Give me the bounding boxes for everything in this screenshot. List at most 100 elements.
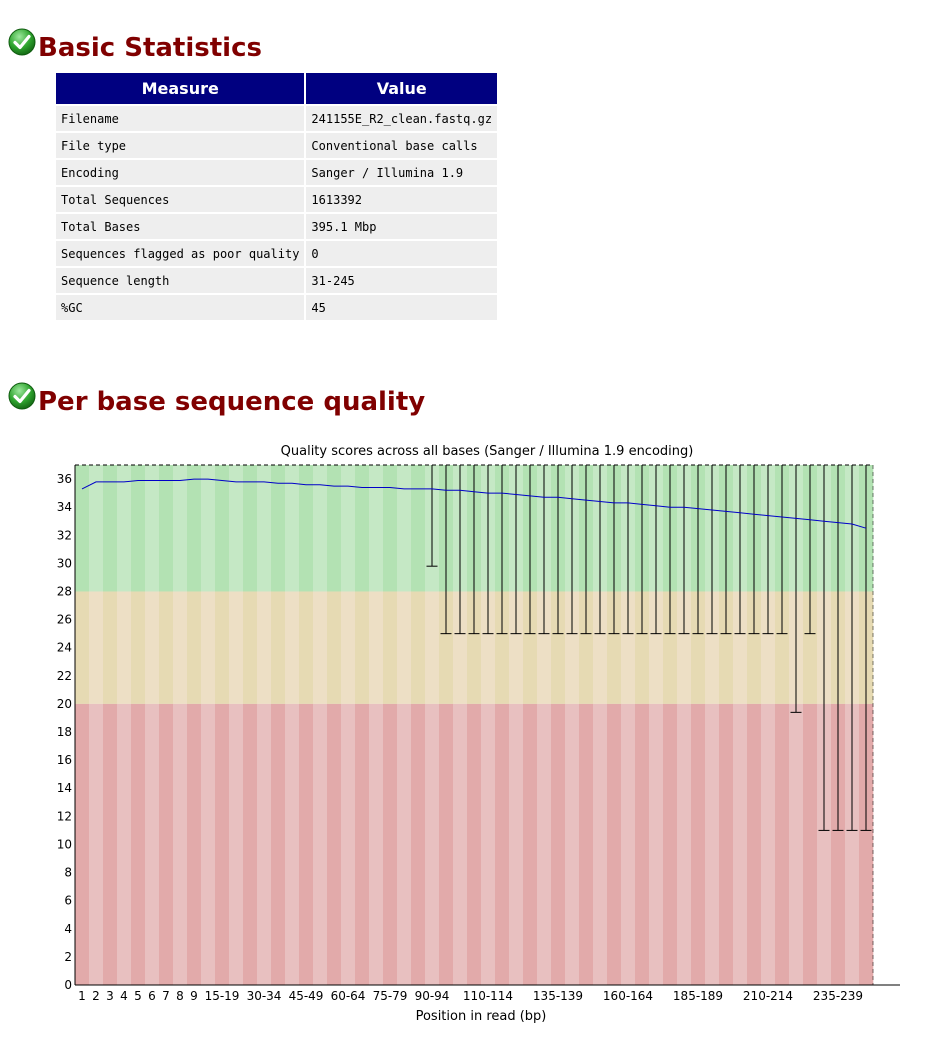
x-tick-label: 7 [162, 989, 170, 1003]
zone-warn-stripe [159, 591, 174, 704]
zone-warn-stripe [229, 591, 244, 704]
zone-warn-stripe [705, 591, 720, 704]
x-tick-label: 3 [106, 989, 114, 1003]
value-cell: 395.1 Mbp [306, 214, 498, 239]
value-cell: Conventional base calls [306, 133, 498, 158]
zone-poor-stripe [761, 703, 776, 985]
zone-warn-stripe [187, 591, 202, 704]
zone-poor-stripe [397, 703, 412, 985]
x-axis-label: Position in read (bp) [416, 1009, 547, 1024]
zone-poor-stripe [691, 703, 706, 985]
zone-poor-stripe [705, 703, 720, 985]
zone-warn-stripe [607, 591, 622, 704]
zone-poor-stripe [747, 703, 762, 985]
zone-warn-stripe [565, 591, 580, 704]
basic-statistics-table: Measure Value Filename 241155E_R2_clean.f… [54, 71, 499, 322]
table-row: File type Conventional base calls [56, 133, 498, 158]
x-tick-label: 45-49 [289, 989, 324, 1003]
zone-good-stripe [229, 465, 244, 592]
y-tick-label: 22 [57, 669, 72, 683]
zone-good-stripe [355, 465, 370, 592]
x-tick-label: 9 [190, 989, 198, 1003]
value-cell: 31-245 [306, 268, 498, 293]
y-tick-label: 18 [57, 725, 72, 739]
zone-warn-stripe [551, 591, 566, 704]
zone-warn-stripe [145, 591, 160, 704]
zone-warn-stripe [719, 591, 734, 704]
zone-good-stripe [411, 465, 426, 592]
zone-poor-stripe [131, 703, 146, 985]
zone-poor-stripe [89, 703, 104, 985]
measure-cell: Encoding [56, 160, 305, 185]
zone-warn-stripe [537, 591, 552, 704]
zone-poor-stripe [635, 703, 650, 985]
zone-warn-stripe [677, 591, 692, 704]
x-tick-label: 185-189 [673, 989, 723, 1003]
zone-poor-stripe [677, 703, 692, 985]
zone-good-stripe [397, 465, 412, 592]
zone-warn-stripe [691, 591, 706, 704]
zone-poor-stripe [649, 703, 664, 985]
zone-warn-stripe [593, 591, 608, 704]
x-tick-label: 15-19 [205, 989, 240, 1003]
y-tick-label: 32 [57, 528, 72, 542]
zone-good-stripe [313, 465, 328, 592]
y-tick-label: 34 [57, 500, 72, 514]
value-cell: 241155E_R2_clean.fastq.gz [306, 106, 498, 131]
y-tick-label: 10 [57, 837, 72, 851]
y-tick-label: 36 [57, 472, 72, 486]
x-tick-label: 235-239 [813, 989, 863, 1003]
zone-good-stripe [369, 465, 384, 592]
value-cell: 1613392 [306, 187, 498, 212]
x-tick-label: 60-64 [331, 989, 366, 1003]
zone-warn-stripe [243, 591, 258, 704]
zone-poor-stripe [201, 703, 216, 985]
zone-poor-stripe [145, 703, 160, 985]
zone-poor-stripe [159, 703, 174, 985]
zone-warn-stripe [761, 591, 776, 704]
measure-cell: File type [56, 133, 305, 158]
zone-warn-stripe [523, 591, 538, 704]
measure-cell: %GC [56, 295, 305, 320]
zone-warn-stripe [131, 591, 146, 704]
chart-title: Quality scores across all bases (Sanger … [281, 444, 694, 459]
per-base-quality-heading: Per base sequence quality [8, 382, 426, 417]
zone-poor-stripe [327, 703, 342, 985]
zone-poor-stripe [817, 703, 832, 985]
x-tick-label: 135-139 [533, 989, 583, 1003]
x-tick-label: 4 [120, 989, 128, 1003]
per-base-quality-title: Per base sequence quality [38, 387, 426, 417]
quality-chart: Quality scores across all bases (Sanger … [57, 444, 900, 1024]
y-tick-label: 20 [57, 697, 72, 711]
zone-poor-stripe [215, 703, 230, 985]
y-tick-label: 2 [64, 950, 72, 964]
zone-poor-stripe [103, 703, 118, 985]
zone-good-stripe [145, 465, 160, 592]
zone-good-stripe [75, 465, 90, 592]
zone-good-stripe [327, 465, 342, 592]
value-cell: 45 [306, 295, 498, 320]
zone-poor-stripe [75, 703, 90, 985]
value-cell: 0 [306, 241, 498, 266]
y-tick-label: 16 [57, 753, 72, 767]
zone-poor-stripe [733, 703, 748, 985]
x-tick-label: 5 [134, 989, 142, 1003]
zone-good-stripe [299, 465, 314, 592]
zone-poor-stripe [369, 703, 384, 985]
zone-warn-stripe [201, 591, 216, 704]
y-tick-label: 24 [57, 641, 72, 655]
mean-quality-line [81, 478, 867, 529]
zone-good-stripe [383, 465, 398, 592]
zone-poor-stripe [663, 703, 678, 985]
zone-good-stripe [215, 465, 230, 592]
zone-good-stripe [187, 465, 202, 592]
zone-warn-stripe [173, 591, 188, 704]
x-tick-label: 110-114 [463, 989, 513, 1003]
zone-poor-stripe [229, 703, 244, 985]
zone-poor-stripe [789, 703, 804, 985]
zone-poor-stripe [607, 703, 622, 985]
zone-poor-stripe [187, 703, 202, 985]
y-tick-label: 8 [64, 866, 72, 880]
measure-cell: Sequence length [56, 268, 305, 293]
x-tick-label: 6 [148, 989, 156, 1003]
